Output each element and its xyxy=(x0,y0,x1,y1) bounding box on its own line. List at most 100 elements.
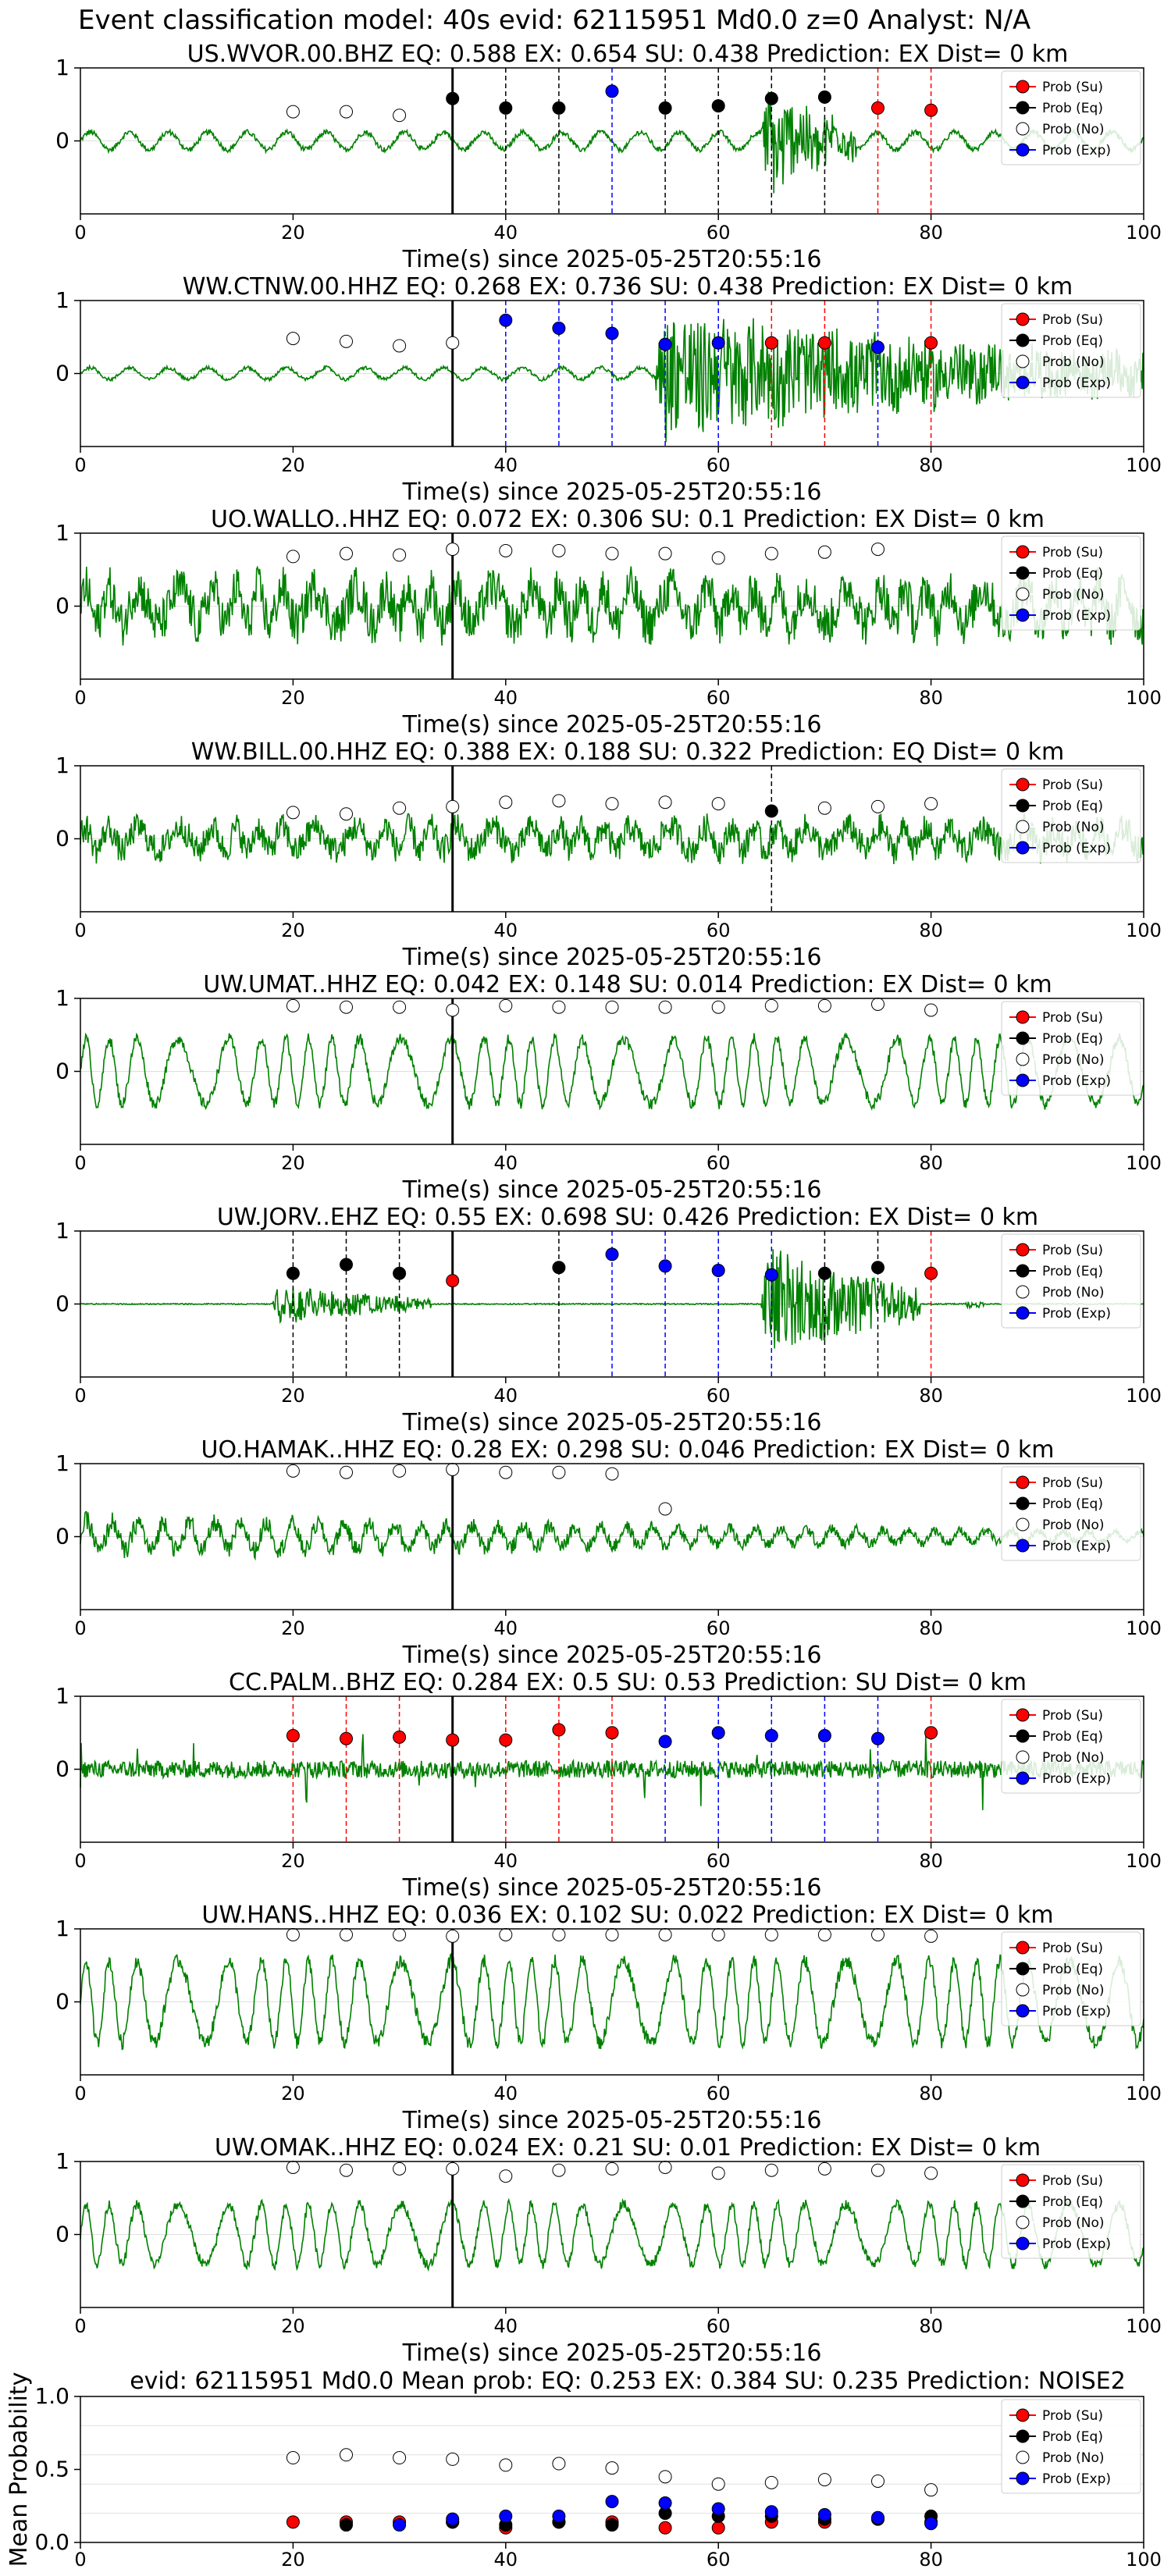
point-prob-no xyxy=(605,797,619,811)
legend-marker-prob-exp xyxy=(1016,608,1030,622)
point-prob-exp xyxy=(446,2512,460,2526)
legend-label-prob-su: Prob (Su) xyxy=(1042,1941,1103,1956)
point-prob-exp xyxy=(871,2510,884,2524)
panel-title: UO.WALLO..HHZ EQ: 0.072 EX: 0.306 SU: 0.… xyxy=(211,506,1045,533)
point-prob-no xyxy=(393,548,407,562)
point-prob-su xyxy=(286,2515,300,2529)
legend-marker-prob-su xyxy=(1016,1475,1030,1489)
point-prob-no xyxy=(764,546,778,560)
point-prob-no xyxy=(605,1467,619,1481)
point-prob-su xyxy=(286,1728,300,1742)
point-prob-no xyxy=(711,1927,725,1941)
legend-label-prob-eq: Prob (Eq) xyxy=(1042,1962,1103,1977)
x-tick-label: 100 xyxy=(1126,1152,1162,1174)
legend-marker-prob-no xyxy=(1016,587,1030,601)
point-prob-exp xyxy=(658,1259,672,1273)
x-tick-label: 0 xyxy=(74,2315,86,2337)
point-prob-eq xyxy=(286,1266,300,1280)
y-tick-label: 1 xyxy=(55,287,69,313)
legend-marker-prob-eq xyxy=(1016,799,1030,813)
panel-uw-jorv-ehz: UW.JORV..EHZ EQ: 0.55 EX: 0.698 SU: 0.42… xyxy=(55,1204,1162,1436)
point-prob-no xyxy=(817,2473,831,2487)
point-prob-no xyxy=(871,997,884,1011)
x-axis-label: Time(s) since 2025-05-25T20:55:16 xyxy=(402,1176,822,1204)
point-prob-no xyxy=(711,1000,725,1014)
legend-marker-prob-no xyxy=(1016,1983,1030,1997)
point-prob-eq xyxy=(552,101,566,115)
point-prob-no xyxy=(499,998,513,1012)
point-prob-eq xyxy=(711,99,725,113)
legend-marker-prob-su xyxy=(1016,777,1030,792)
waveform-trace xyxy=(80,2197,1144,2272)
point-prob-no xyxy=(393,1927,407,1941)
panel-uw-umat-hhz: UW.UMAT..HHZ EQ: 0.042 EX: 0.148 SU: 0.0… xyxy=(55,971,1162,1204)
point-prob-su xyxy=(552,1723,566,1737)
x-tick-label: 60 xyxy=(707,454,731,476)
point-prob-no xyxy=(552,2163,566,2177)
x-tick-label: 100 xyxy=(1126,454,1162,476)
point-prob-exp xyxy=(658,1735,672,1749)
legend-label-prob-eq: Prob (Eq) xyxy=(1042,1729,1103,1745)
point-prob-no xyxy=(446,1462,460,1476)
y-tick-label: 0 xyxy=(55,128,69,154)
point-prob-no xyxy=(711,797,725,811)
y-tick-label: 0 xyxy=(55,1059,69,1084)
legend-marker-prob-eq xyxy=(1016,1031,1030,1045)
point-prob-eq xyxy=(499,101,513,115)
legend-marker-prob-exp xyxy=(1016,1073,1030,1087)
legend-label-prob-eq: Prob (Eq) xyxy=(1042,799,1103,814)
legend-label-prob-su: Prob (Su) xyxy=(1042,1475,1103,1491)
legend-label-prob-su: Prob (Su) xyxy=(1042,1243,1103,1258)
legend-marker-prob-eq xyxy=(1016,1962,1030,1976)
x-tick-label: 100 xyxy=(1126,1385,1162,1407)
point-prob-no xyxy=(393,2451,407,2465)
point-prob-no xyxy=(286,105,300,119)
x-tick-label: 0 xyxy=(74,1152,86,1174)
point-prob-no xyxy=(764,998,778,1012)
legend-marker-prob-no xyxy=(1016,2450,1030,2464)
x-tick-label: 60 xyxy=(707,1152,731,1174)
point-prob-no xyxy=(817,801,831,815)
y-axis-label: Mean Probability xyxy=(5,2372,33,2567)
point-prob-exp xyxy=(605,2495,619,2509)
legend-label-prob-su: Prob (Su) xyxy=(1042,1708,1103,1724)
point-prob-no xyxy=(658,1927,672,1941)
point-prob-no xyxy=(924,2166,938,2180)
x-tick-label: 20 xyxy=(281,1850,305,1872)
x-axis-label: Time(s) since 2025-05-25T20:55:16 xyxy=(402,711,822,738)
point-prob-no xyxy=(340,2163,353,2177)
legend-label-prob-exp: Prob (Exp) xyxy=(1042,841,1111,856)
waveform-trace xyxy=(80,318,1144,443)
x-axis-label: Time(s) since 2025-05-25T20:55:16 xyxy=(402,2107,822,2134)
legend-marker-prob-su xyxy=(1016,1708,1030,1722)
point-prob-su xyxy=(605,1726,619,1740)
point-prob-no xyxy=(393,1464,407,1478)
point-prob-no xyxy=(658,1000,672,1014)
waveform-trace xyxy=(80,1032,1144,1111)
point-prob-eq xyxy=(764,804,778,818)
point-prob-exp xyxy=(924,2517,938,2531)
legend-marker-prob-su xyxy=(1016,1941,1030,1955)
point-prob-su xyxy=(393,1730,407,1744)
panel-title: UW.JORV..EHZ EQ: 0.55 EX: 0.698 SU: 0.42… xyxy=(217,1204,1038,1231)
legend-label-prob-no: Prob (No) xyxy=(1042,1983,1105,1998)
point-prob-exp xyxy=(552,2509,566,2523)
point-prob-eq xyxy=(817,90,831,104)
x-axis-label: Time(s) since 2025-05-25T20:55:16 xyxy=(402,1642,822,1669)
x-tick-label: 60 xyxy=(707,2549,731,2571)
point-prob-no xyxy=(871,1927,884,1941)
legend-label-prob-no: Prob (No) xyxy=(1042,2215,1105,2231)
legend-marker-prob-exp xyxy=(1016,2004,1030,2018)
legend-label-prob-su: Prob (Su) xyxy=(1042,2173,1103,2189)
point-prob-eq xyxy=(340,1258,353,1272)
legend-marker-prob-eq xyxy=(1016,1729,1030,1743)
legend-marker-prob-su xyxy=(1016,1243,1030,1257)
point-prob-no xyxy=(446,543,460,557)
y-tick-label: 1 xyxy=(55,520,69,546)
legend-label-prob-exp: Prob (Exp) xyxy=(1042,608,1111,624)
legend-label-prob-no: Prob (No) xyxy=(1042,2450,1105,2466)
waveform-trace xyxy=(80,565,1144,646)
legend-label-prob-eq: Prob (Eq) xyxy=(1042,2429,1103,2445)
x-tick-label: 80 xyxy=(919,1385,943,1407)
legend-marker-prob-no xyxy=(1016,1052,1030,1066)
